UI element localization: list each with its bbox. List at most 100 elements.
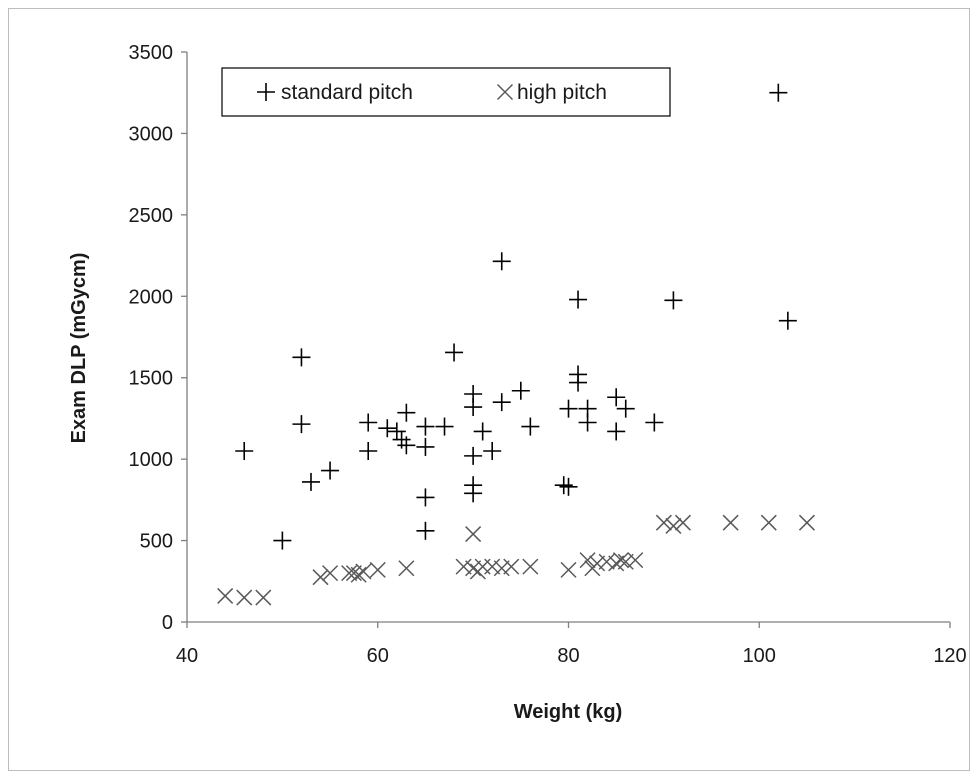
standard-pitch-point <box>559 477 578 496</box>
x-axis-title: Weight (kg) <box>514 701 623 723</box>
high-pitch-point <box>522 558 539 575</box>
standard-pitch-point <box>292 415 311 434</box>
high-pitch-point <box>484 558 501 575</box>
high-pitch-point <box>617 553 634 570</box>
standard-pitch-point <box>569 290 588 309</box>
y-tick-label: 2000 <box>129 286 174 308</box>
high-pitch-point <box>598 553 615 570</box>
x-tick-label: 60 <box>367 645 389 667</box>
standard-pitch-point <box>645 413 664 432</box>
standard-pitch-point <box>569 373 588 392</box>
standard-pitch-point <box>492 252 511 271</box>
standard-pitch-point <box>554 476 573 495</box>
x-tick-label: 100 <box>743 645 776 667</box>
standard-pitch-point <box>492 393 511 412</box>
high-pitch-point <box>674 514 691 531</box>
high-pitch-point <box>798 514 815 531</box>
y-tick-label: 1000 <box>129 449 174 471</box>
standard-pitch-point <box>607 422 626 441</box>
high-pitch-point <box>236 589 253 606</box>
standard-pitch-point <box>273 531 292 550</box>
standard-pitch-point <box>607 388 626 407</box>
high-pitch-point <box>722 514 739 531</box>
high-pitch-point <box>493 560 510 577</box>
standard-pitch-point <box>416 521 435 540</box>
standard-pitch-point <box>321 461 340 480</box>
legend: standard pitch high pitch <box>221 67 671 117</box>
y-tick-label: 500 <box>140 531 173 553</box>
standard-pitch-point <box>464 446 483 465</box>
high-pitch-point <box>345 565 362 582</box>
standard-pitch-point <box>416 417 435 436</box>
standard-pitch-point <box>416 488 435 507</box>
plot-axes <box>186 52 950 623</box>
y-tick-label: 3500 <box>129 42 174 64</box>
high-pitch-point <box>560 561 577 578</box>
standard-pitch-point <box>559 399 578 418</box>
high-pitch-point <box>465 560 482 577</box>
high-pitch-point <box>398 560 415 577</box>
standard-pitch-point <box>387 422 406 441</box>
standard-pitch-point <box>378 419 397 438</box>
x-tick-label: 40 <box>176 645 198 667</box>
high-pitch-point <box>255 589 272 606</box>
standard-pitch-point <box>473 422 492 441</box>
standard-pitch-point <box>511 381 530 400</box>
high-pitch-point <box>455 558 472 575</box>
legend-box <box>221 67 671 117</box>
high-pitch-point <box>503 558 520 575</box>
standard-pitch-point <box>521 417 540 436</box>
legend-label-high-pitch: high pitch <box>517 81 607 104</box>
y-tick-label: 0 <box>162 612 173 634</box>
standard-pitch-point <box>464 484 483 503</box>
standard-pitch-point <box>397 403 416 422</box>
high-pitch-point <box>579 552 596 569</box>
high-pitch-point <box>341 565 358 582</box>
high-pitch-point <box>589 555 606 572</box>
high-pitch-point <box>217 587 234 604</box>
chart-area <box>8 8 970 771</box>
standard-pitch-point <box>359 413 378 432</box>
standard-pitch-point <box>235 442 254 460</box>
standard-pitch-point <box>778 311 797 330</box>
y-axis-title: Exam DLP (mGycm) <box>68 253 90 444</box>
x-tick-label: 120 <box>933 645 966 667</box>
y-tick-label: 3000 <box>129 123 174 145</box>
legend-cross-marker <box>496 83 514 101</box>
high-pitch-point <box>312 569 329 586</box>
y-axis-ticks: 0 500 1000 1500 2000 2500 3000 3500 <box>129 42 187 634</box>
high-pitch-point <box>665 517 682 534</box>
standard-pitch-point <box>616 399 635 418</box>
legend-label-standard-pitch: standard pitch <box>281 81 413 104</box>
legend-marker-high-pitch <box>496 83 514 101</box>
standard-pitch-point <box>578 413 597 432</box>
high-pitch-point <box>369 561 386 578</box>
high-pitch-point <box>355 563 372 580</box>
legend-marker-standard-pitch <box>257 83 275 101</box>
y-tick-label: 1500 <box>129 368 174 390</box>
standard-pitch-point <box>359 442 378 460</box>
standard-pitch-point <box>483 442 502 460</box>
high-pitch-point <box>465 526 482 543</box>
standard-pitch-point <box>464 398 483 417</box>
legend-plus-marker <box>257 83 275 101</box>
standard-pitch-point <box>292 348 311 367</box>
high-pitch-point <box>655 514 672 531</box>
standard-pitch-point <box>435 417 454 436</box>
standard-pitch-point <box>416 437 435 456</box>
x-tick-label: 80 <box>557 645 579 667</box>
standard-pitch-point <box>445 343 464 362</box>
high-pitch-point <box>322 565 339 582</box>
y-tick-label: 2500 <box>129 205 174 227</box>
high-pitch-point <box>627 552 644 569</box>
high-pitch-point <box>608 555 625 572</box>
data-markers <box>217 83 815 606</box>
standard-pitch-point <box>664 291 683 310</box>
high-pitch-point <box>350 566 367 583</box>
standard-pitch-point <box>397 436 416 455</box>
standard-pitch-point <box>769 83 788 102</box>
standard-pitch-point <box>301 472 320 491</box>
x-axis-ticks: 40 60 80 100 120 <box>176 622 967 667</box>
